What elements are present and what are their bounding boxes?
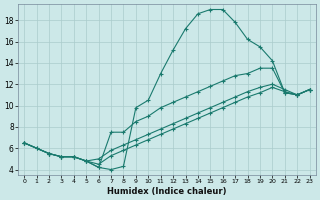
X-axis label: Humidex (Indice chaleur): Humidex (Indice chaleur)	[107, 187, 227, 196]
